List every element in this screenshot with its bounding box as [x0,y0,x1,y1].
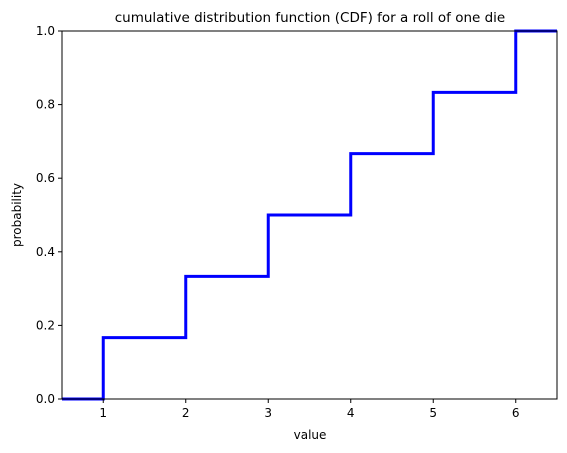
x-tick-label: 3 [264,406,272,420]
x-axis: 1 2 3 4 5 6 [99,399,520,420]
axes-frame [61,30,558,400]
y-axis-label: probability [10,183,24,247]
x-tick-label: 5 [429,406,437,420]
x-tick-label: 1 [99,406,107,420]
y-tick-label: 0.0 [36,392,55,406]
y-tick-label: 0.8 [36,98,55,112]
y-tick-label: 0.6 [36,171,55,185]
series-line-0 [62,29,557,401]
x-tick-label: 2 [182,406,190,420]
y-axis: 0.0 0.2 0.4 0.6 0.8 1.0 [36,24,62,406]
x-tick-label: 6 [512,406,520,420]
y-tick-label: 1.0 [36,24,55,38]
chart-title: cumulative distribution function (CDF) f… [115,10,505,26]
y-tick-label: 0.2 [36,318,55,332]
y-tick-label: 0.4 [36,245,55,259]
plot-area [62,29,557,401]
x-tick-label: 4 [347,406,355,420]
x-axis-label: value [294,428,327,442]
